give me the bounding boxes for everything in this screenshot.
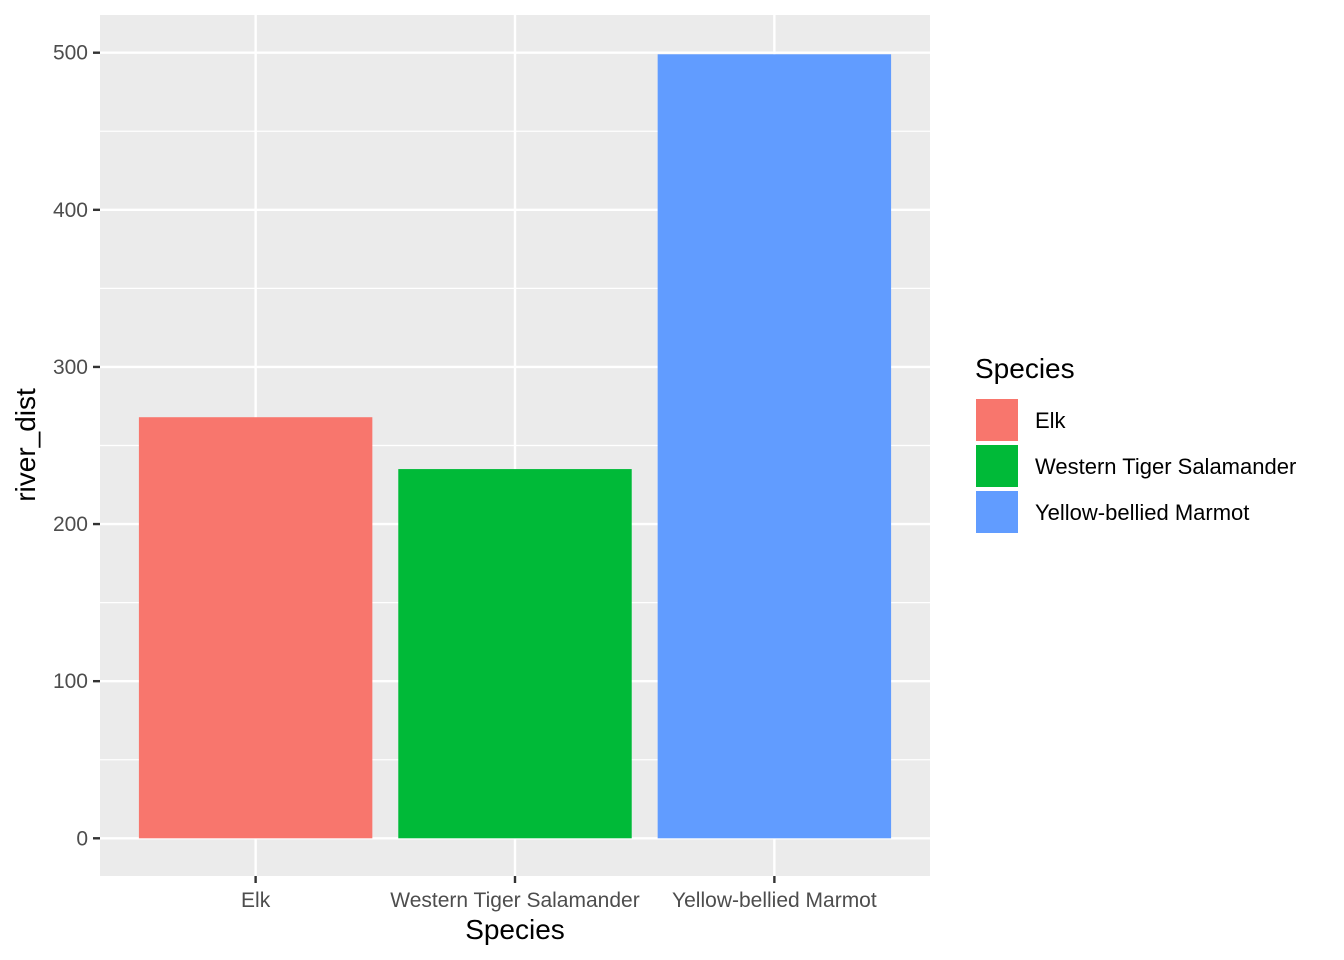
legend: Species Elk Western Tiger Salamander Yello…	[974, 353, 1296, 535]
bar	[398, 469, 632, 839]
y-axis: 0 100 200 300 400 500	[53, 42, 100, 850]
bars	[138, 54, 892, 839]
legend-key	[974, 443, 1020, 489]
legend-items: Elk Western Tiger Salamander Yellow-bellie…	[974, 397, 1296, 535]
y-tick-label: 100	[53, 670, 88, 693]
x-tick-label: Western Tiger Salamander	[390, 889, 639, 912]
legend-key	[974, 489, 1020, 535]
x-axis-title: Species	[465, 914, 565, 945]
legend-label: Western Tiger Salamander	[1035, 454, 1296, 479]
legend-label: Elk	[1035, 408, 1067, 433]
y-axis-title: river_dist	[10, 388, 41, 502]
bar	[657, 54, 892, 839]
legend-key	[974, 397, 1020, 443]
y-tick-label: 400	[53, 199, 88, 222]
y-tick-label: 500	[53, 42, 88, 65]
y-tick-label: 200	[53, 513, 88, 536]
x-axis: Elk Western Tiger Salamander Yellow-bellie…	[241, 876, 877, 912]
bar	[138, 417, 373, 839]
legend-label: Yellow-bellied Marmot	[1035, 500, 1249, 525]
x-tick-label: Yellow-bellied Marmot	[672, 889, 877, 912]
y-tick-label: 0	[76, 827, 88, 850]
legend-title: Species	[975, 353, 1075, 384]
y-tick-label: 300	[53, 356, 88, 379]
x-tick-label: Elk	[241, 889, 271, 912]
